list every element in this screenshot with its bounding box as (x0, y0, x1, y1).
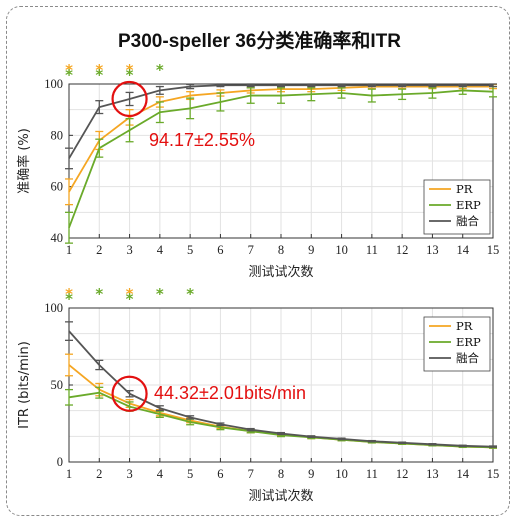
x-tick-label: 4 (157, 467, 164, 481)
y-axis-label: ITR (bits/min) (17, 341, 32, 429)
x-tick-label: 12 (396, 243, 409, 257)
x-tick-label: 13 (426, 467, 439, 481)
series-line (68, 84, 493, 159)
x-tick-label: 3 (126, 243, 132, 257)
legend-label: PR (456, 319, 473, 333)
x-axis-label: 测试试次数 (248, 488, 313, 504)
x-tick-label: 5 (187, 467, 193, 481)
series-line (68, 330, 494, 448)
significance-star: * (65, 290, 73, 308)
y-tick-label: 60 (51, 180, 64, 194)
series-3 (65, 321, 497, 448)
y-tick-label: 0 (57, 455, 63, 469)
legend-label: 融合 (456, 351, 479, 365)
significance-star: * (65, 285, 73, 303)
x-tick-label: 14 (456, 243, 469, 257)
y-axis-label: 准确率 (%) (16, 128, 32, 194)
significance-star: * (126, 290, 134, 308)
significance-star: * (126, 285, 134, 303)
x-tick-label: 7 (248, 243, 254, 257)
series-3 (65, 83, 497, 170)
x-tick-label: 8 (278, 243, 284, 257)
significance-star: * (186, 285, 194, 303)
highlight-circle (111, 375, 148, 412)
significance-star: * (65, 61, 73, 79)
x-tick-label: 6 (217, 243, 223, 257)
legend-label: PR (456, 182, 473, 196)
significance-star: * (156, 61, 164, 79)
significance-star: * (126, 61, 134, 79)
x-axis-label: 测试试次数 (248, 264, 313, 280)
x-tick-label: 11 (366, 243, 378, 257)
x-tick-label: 1 (66, 243, 72, 257)
x-tick-label: 13 (426, 243, 439, 257)
x-tick-label: 3 (126, 467, 132, 481)
x-tick-label: 14 (456, 467, 469, 481)
x-tick-label: 10 (335, 243, 348, 257)
y-tick-label: 40 (51, 231, 64, 245)
figure-frame (6, 6, 510, 516)
x-tick-label: 8 (278, 467, 284, 481)
significance-star: * (126, 66, 134, 84)
significance-star: * (95, 285, 103, 303)
x-tick-label: 9 (308, 243, 314, 257)
x-tick-label: 10 (335, 467, 348, 481)
x-tick-label: 9 (308, 467, 314, 481)
x-tick-label: 2 (96, 467, 102, 481)
significance-star: * (65, 66, 73, 84)
highlight-circle (111, 80, 148, 118)
figure-title: P300-speller 36分类准确率和ITR (118, 31, 401, 52)
significance-star: * (95, 61, 103, 79)
y-tick-label: 100 (44, 301, 63, 315)
x-tick-label: 15 (487, 467, 500, 481)
x-tick-label: 6 (217, 467, 223, 481)
y-tick-label: 50 (51, 378, 64, 392)
x-tick-label: 2 (96, 243, 102, 257)
y-tick-label: 100 (44, 77, 63, 91)
x-tick-label: 4 (157, 243, 164, 257)
legend-label: ERP (456, 198, 481, 212)
annotation-label: 44.32±2.01bits/min (154, 383, 306, 403)
legend-label: ERP (456, 335, 481, 349)
legend-label: 融合 (456, 214, 479, 228)
x-tick-label: 15 (487, 243, 500, 257)
significance-star: * (156, 285, 164, 303)
x-tick-label: 11 (366, 467, 378, 481)
y-tick-label: 80 (51, 128, 64, 142)
significance-star: * (95, 66, 103, 84)
x-tick-label: 12 (396, 467, 409, 481)
annotation-label: 94.17±2.55% (149, 130, 255, 150)
x-tick-label: 7 (248, 467, 254, 481)
series-line (68, 89, 494, 229)
x-tick-label: 5 (187, 243, 193, 257)
x-tick-label: 1 (66, 467, 72, 481)
